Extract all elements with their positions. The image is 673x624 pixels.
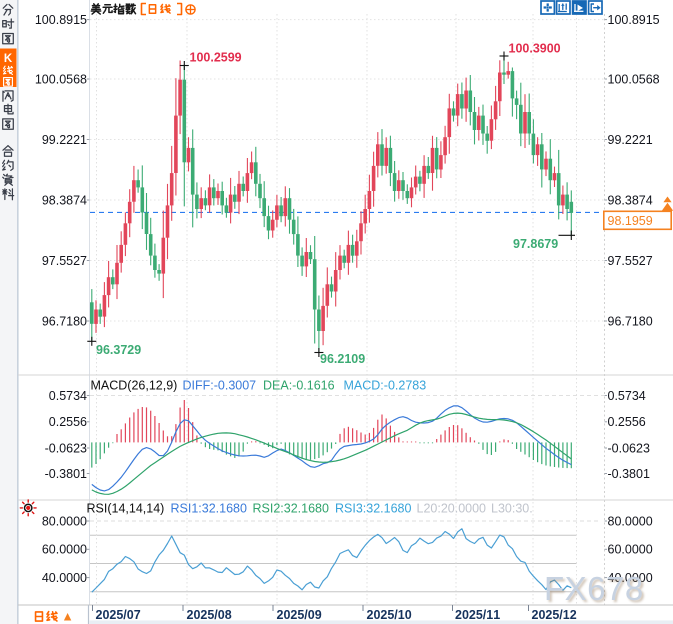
svg-text:100.0568: 100.0568 [35, 72, 87, 86]
svg-text:60.0000: 60.0000 [42, 543, 87, 557]
svg-text:2025/07: 2025/07 [96, 608, 141, 622]
svg-text:-0.0623: -0.0623 [45, 441, 87, 455]
svg-text:0.5734: 0.5734 [608, 389, 646, 403]
svg-text:RSI2:32.1680: RSI2:32.1680 [253, 502, 329, 516]
svg-text:100.0568: 100.0568 [608, 72, 660, 86]
svg-text:100.8915: 100.8915 [35, 13, 87, 27]
svg-text:2025/10: 2025/10 [367, 608, 412, 622]
svg-text:-0.3801: -0.3801 [608, 467, 650, 481]
svg-text:K: K [4, 53, 13, 65]
svg-text:0.2556: 0.2556 [49, 415, 87, 429]
svg-text:80.0000: 80.0000 [42, 514, 87, 528]
svg-text:100.2599: 100.2599 [190, 51, 242, 65]
svg-text:0.2556: 0.2556 [608, 415, 646, 429]
svg-text:100.3900: 100.3900 [509, 42, 561, 56]
svg-text:97.8679: 97.8679 [513, 237, 558, 251]
svg-text:100.8915: 100.8915 [608, 13, 660, 27]
svg-text:80.0000: 80.0000 [608, 514, 653, 528]
svg-text:RSI(14,14,14): RSI(14,14,14) [87, 502, 165, 516]
svg-text:40.0000: 40.0000 [42, 571, 87, 585]
svg-text:RSI1:32.1680: RSI1:32.1680 [171, 502, 247, 516]
svg-text:97.5527: 97.5527 [42, 254, 87, 268]
svg-text:L30:30.: L30:30. [491, 502, 533, 516]
svg-text:97.5527: 97.5527 [608, 254, 653, 268]
svg-text:2025/09: 2025/09 [277, 608, 322, 622]
svg-text:2025/11: 2025/11 [455, 608, 500, 622]
svg-text:99.2221: 99.2221 [42, 133, 87, 147]
svg-text:0.5734: 0.5734 [49, 389, 87, 403]
svg-text:-0.3801: -0.3801 [45, 467, 87, 481]
svg-text:MACD(26,12,9): MACD(26,12,9) [91, 379, 178, 393]
svg-text:DEA:-0.1616: DEA:-0.1616 [263, 379, 335, 393]
svg-text:L20:20.0000: L20:20.0000 [417, 502, 487, 516]
svg-text:-0.0623: -0.0623 [608, 441, 650, 455]
svg-text:98.3874: 98.3874 [42, 193, 87, 207]
svg-text:96.7180: 96.7180 [608, 314, 653, 328]
svg-text:96.7180: 96.7180 [42, 314, 87, 328]
svg-text:96.3729: 96.3729 [96, 343, 141, 357]
svg-text:96.2109: 96.2109 [320, 352, 365, 366]
svg-text:FX678: FX678 [544, 570, 644, 607]
svg-text:98.3874: 98.3874 [608, 193, 653, 207]
svg-text:60.0000: 60.0000 [608, 543, 653, 557]
svg-text:2025/08: 2025/08 [187, 608, 232, 622]
svg-text:2025/12: 2025/12 [532, 608, 577, 622]
svg-text:MACD:-0.2783: MACD:-0.2783 [344, 379, 427, 393]
svg-text:99.2221: 99.2221 [608, 133, 653, 147]
svg-text:RSI3:32.1680: RSI3:32.1680 [335, 502, 411, 516]
svg-text:98.1959: 98.1959 [608, 214, 653, 228]
svg-text:40.0000: 40.0000 [608, 571, 653, 585]
svg-text:DIFF:-0.3007: DIFF:-0.3007 [183, 379, 257, 393]
